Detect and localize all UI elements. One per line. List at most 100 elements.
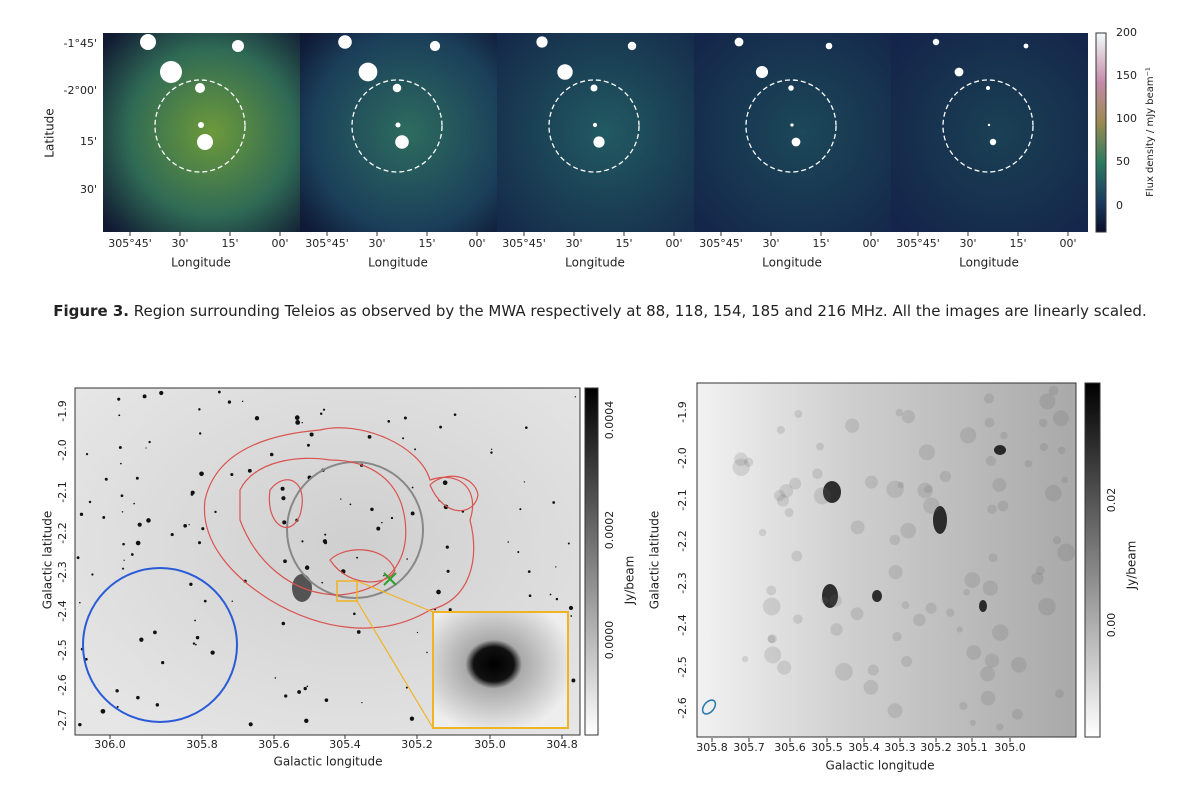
star [410,511,415,516]
source [788,85,794,91]
texture [773,490,786,502]
star [280,486,285,491]
star [453,413,457,416]
x-tick-label: 305.1 [956,741,988,754]
star [309,432,314,437]
x-tick-label: 305.0 [474,738,506,751]
x-tick-label: 15' [418,237,435,250]
texture [789,477,802,490]
star [183,523,187,528]
texture [1061,476,1068,484]
star [321,581,324,584]
x-axis-label: Longitude [368,256,428,270]
star [122,567,125,570]
texture [834,662,853,681]
texture [897,481,905,489]
star [524,426,528,429]
star [282,520,287,525]
texture [767,634,777,644]
region-circle [745,79,837,173]
star [100,708,106,714]
texture [766,585,777,596]
texture [1052,410,1069,427]
star [192,642,196,645]
star [507,541,509,543]
source [358,62,378,82]
star [448,608,452,612]
star [353,612,356,616]
colorbar-tick-label: 100 [1116,112,1137,125]
star [231,600,233,602]
star [248,722,253,727]
colorbar-tick-label: 50 [1116,155,1130,168]
texture [900,522,917,539]
source [338,35,352,49]
star [405,686,408,689]
texture [988,553,998,563]
texture [924,485,932,494]
star [136,695,140,700]
x-tick-label: 305.6 [258,738,290,751]
star [303,686,307,691]
source [536,36,548,48]
source [140,34,156,50]
star [403,416,407,420]
star [281,621,286,626]
source [734,37,744,47]
contour [268,479,303,528]
beam [701,699,717,715]
star [104,477,108,481]
colorbar [1084,382,1101,738]
texture [812,468,823,479]
texture [992,624,1009,641]
star [381,521,383,524]
star [304,718,309,723]
texture [1055,689,1064,699]
star [281,496,286,501]
source [392,83,402,93]
star [78,722,82,727]
star [135,540,141,546]
star [115,689,119,693]
star [254,416,260,421]
x-axis-label: Galactic longitude [826,759,935,773]
star [137,522,142,527]
texture [845,418,860,433]
x-tick-label: 30' [368,237,385,250]
source [395,135,409,149]
texture [1000,431,1008,440]
star [571,678,576,683]
y-tick-label: -1.9 [56,400,69,421]
panel-image [891,33,1088,232]
zoom-box [336,580,358,602]
texture [963,589,970,596]
star [214,510,217,514]
star [102,516,106,519]
texture [918,444,935,461]
texture [850,520,865,535]
star [349,503,352,506]
texture [816,442,824,451]
x-tick-label: 00' [271,237,288,250]
texture [956,626,963,633]
colorbar-label: Jy/beam [1125,541,1139,591]
star [170,532,174,537]
star [139,637,144,642]
y-tick-label: -2.0 [676,447,689,468]
source [160,61,182,83]
star [297,690,302,694]
star [85,452,89,456]
texture [1048,385,1059,396]
colorbar-tick-label: 150 [1116,69,1137,82]
inset [432,611,569,729]
panel-image [694,33,891,232]
x-tick-label: 305°45' [502,237,546,250]
y-tick-label: -2.1 [56,481,69,502]
x-tick-label: 305.8 [696,741,728,754]
x-tick-label: 00' [468,237,485,250]
y-tick-label: -1.9 [676,401,689,422]
star [190,493,194,496]
texture [984,417,995,428]
star [195,635,200,640]
x-tick-label: 306.0 [94,738,126,751]
